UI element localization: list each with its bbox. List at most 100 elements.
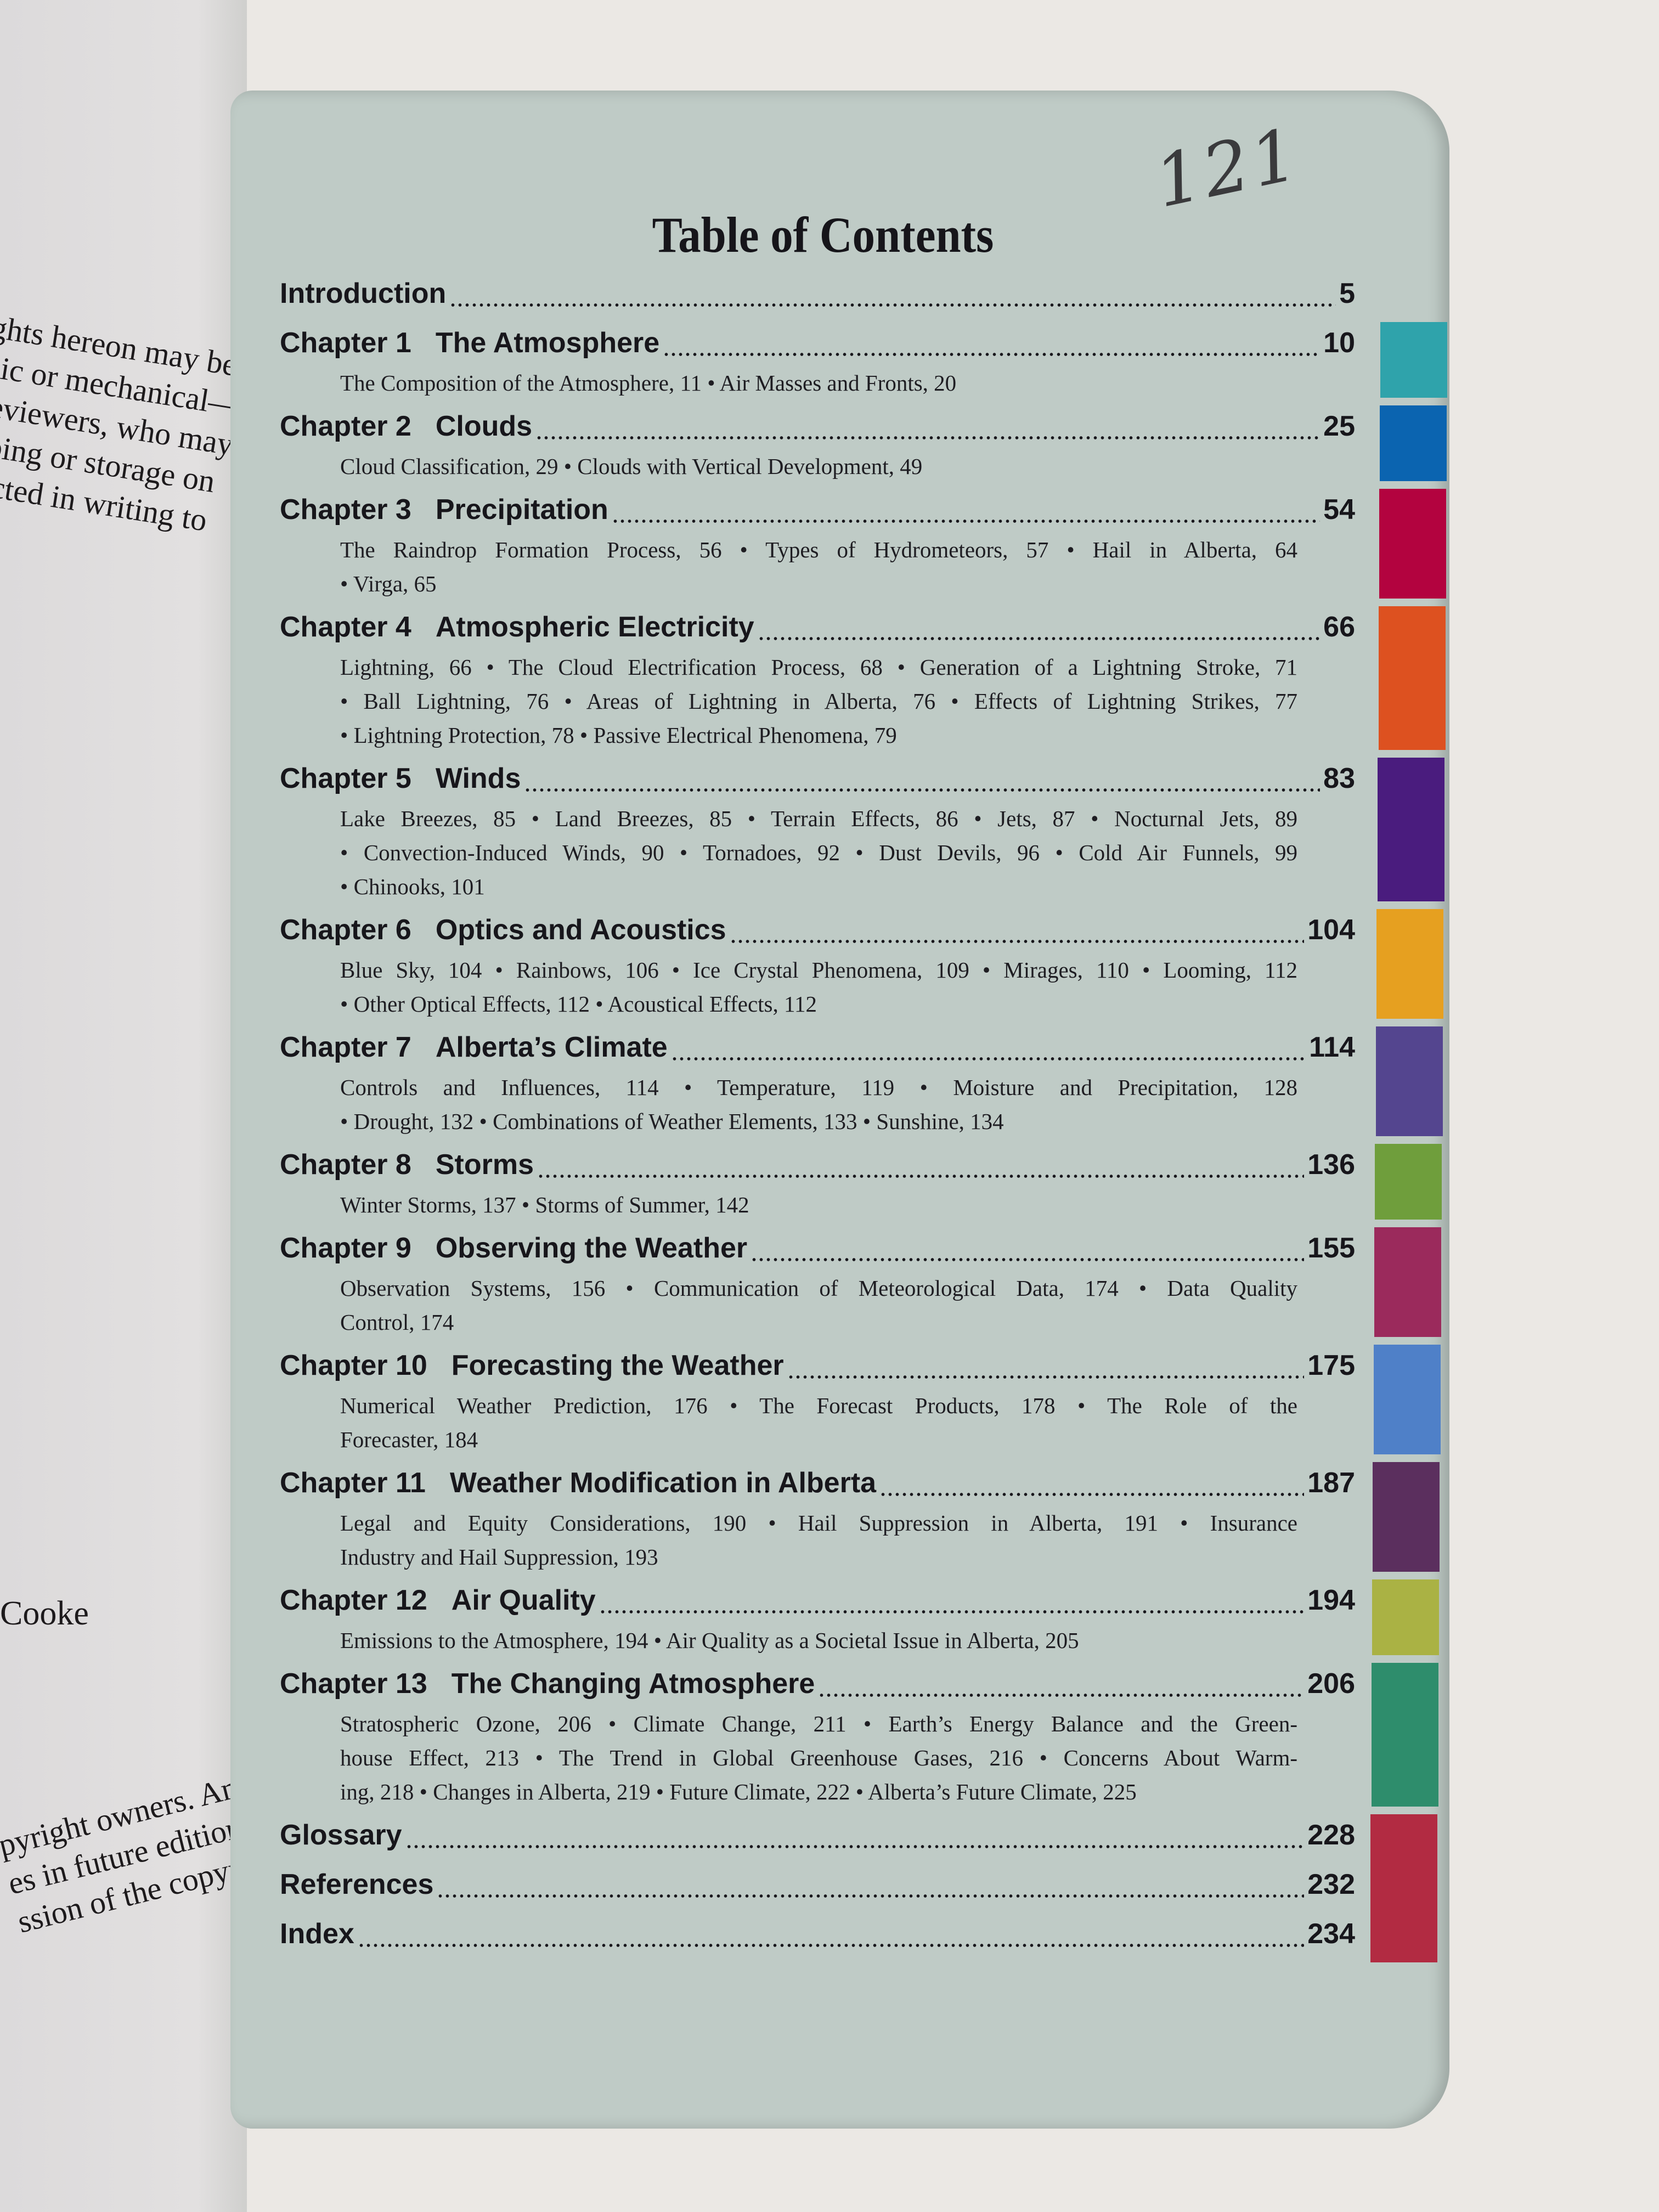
entry-title: References xyxy=(280,1869,434,1900)
section-list: Emissions to the Atmosphere, 194 • Air Q… xyxy=(280,1623,1297,1657)
chapter-number: Chapter 1 xyxy=(280,327,411,359)
entry-heading: Chapter 5 Winds 83 xyxy=(280,762,1355,802)
toc-entry[interactable]: Chapter 5 Winds 83 Lake Breezes, 85 • Land … xyxy=(280,762,1355,904)
entry-heading: References 232 xyxy=(280,1868,1355,1908)
entry-heading: Chapter 3 Precipitation 54 xyxy=(280,493,1355,533)
entry-heading: Glossary 228 xyxy=(280,1819,1355,1858)
toc-entry[interactable]: Chapter 2 Clouds 25 Cloud Classification, 2… xyxy=(280,410,1355,483)
chapter-tab xyxy=(1378,606,1446,750)
toc-entry[interactable]: Chapter 4 Atmospheric Electricity 66 Lightn… xyxy=(280,611,1355,752)
toc-entry[interactable]: Chapter 12 Air Quality 194 Emissions to the… xyxy=(280,1584,1355,1657)
section-line: The Composition of the Atmosphere, 11 • … xyxy=(340,370,957,396)
dot-leader xyxy=(818,1692,1305,1698)
dot-leader xyxy=(611,518,1321,524)
dot-leader xyxy=(663,352,1321,357)
chapter-tab xyxy=(1374,1227,1442,1337)
chapter-number: Chapter 5 xyxy=(280,763,411,794)
section-list: The Raindrop Formation Process, 56 • Typ… xyxy=(280,533,1297,601)
entry-heading: Chapter 2 Clouds 25 xyxy=(280,410,1355,449)
toc-entry[interactable]: Chapter 10 Forecasting the Weather 175 Nume… xyxy=(280,1349,1355,1457)
section-list: Cloud Classification, 29 • Clouds with V… xyxy=(280,449,1297,483)
toc-entry[interactable]: Chapter 1 The Atmosphere 10 The Composition… xyxy=(280,326,1355,400)
entry-title: The Changing Atmosphere xyxy=(451,1668,815,1700)
toc-entry[interactable]: References 232 xyxy=(280,1868,1355,1908)
section-line: The Raindrop Formation Process, 56 • Typ… xyxy=(340,537,1297,562)
section-list: Observation Systems, 156 • Communication… xyxy=(280,1271,1297,1339)
chapter-tab xyxy=(1376,909,1443,1019)
entry-title: Clouds xyxy=(435,410,533,442)
toc-entry[interactable]: Chapter 11 Weather Modification in Albert… xyxy=(280,1466,1355,1574)
section-list: Stratospheric Ozone, 206 • Climate Chang… xyxy=(280,1707,1297,1809)
toc-entry[interactable]: Chapter 13 The Changing Atmosphere 206 Stra… xyxy=(280,1667,1355,1809)
entry-heading: Chapter 4 Atmospheric Electricity 66 xyxy=(280,611,1355,650)
toc-entry[interactable]: Index 234 xyxy=(280,1917,1355,1957)
entry-title: The Atmosphere xyxy=(435,327,660,359)
page-number: 66 xyxy=(1323,611,1355,643)
chapter-number: Chapter 7 xyxy=(280,1031,411,1063)
page-number: 104 xyxy=(1307,914,1355,946)
entry-heading: Chapter 10 Forecasting the Weather 175 xyxy=(280,1349,1355,1389)
entry-heading: Chapter 13 The Changing Atmosphere 206 xyxy=(280,1667,1355,1707)
section-line: • Other Optical Effects, 112 • Acoustica… xyxy=(340,991,817,1017)
chapter-tab xyxy=(1380,322,1448,398)
toc-entry[interactable]: Glossary 228 xyxy=(280,1819,1355,1858)
author-name: Cooke xyxy=(0,1595,89,1632)
chapter-number: Chapter 10 xyxy=(280,1350,427,1381)
entry-heading: Chapter 9 Observing the Weather 155 xyxy=(280,1232,1355,1271)
section-list: Legal and Equity Considerations, 190 • H… xyxy=(280,1506,1297,1574)
entry-heading: Introduction 5 xyxy=(280,277,1355,317)
chapter-tab xyxy=(1375,1026,1443,1136)
toc-entry[interactable]: Chapter 3 Precipitation 54 The Raindrop For… xyxy=(280,493,1355,601)
dot-leader xyxy=(405,1844,1305,1849)
entry-title: Observing the Weather xyxy=(435,1232,748,1264)
section-line: • Chinooks, 101 xyxy=(340,874,485,899)
entry-heading: Chapter 6 Optics and Acoustics 104 xyxy=(280,913,1355,953)
dot-leader xyxy=(751,1257,1305,1262)
chapter-number: Chapter 4 xyxy=(280,611,411,643)
page-number: 136 xyxy=(1307,1149,1355,1181)
section-line: Stratospheric Ozone, 206 • Climate Chang… xyxy=(340,1711,1297,1736)
entry-heading: Chapter 7 Alberta’s Climate 114 xyxy=(280,1031,1355,1070)
dot-leader xyxy=(357,1943,1305,1948)
section-line: Legal and Equity Considerations, 190 • H… xyxy=(340,1510,1297,1536)
chapter-number: Chapter 3 xyxy=(280,494,411,526)
section-list: The Composition of the Atmosphere, 11 • … xyxy=(280,366,1297,400)
dot-leader xyxy=(524,787,1321,793)
toc-entry[interactable]: Chapter 8 Storms 136 Winter Storms, 137 • S… xyxy=(280,1148,1355,1222)
table-of-contents: Introduction 5 Chapter 1 The Atmosphere 10 Th… xyxy=(280,277,1355,1967)
chapter-number: Chapter 13 xyxy=(280,1668,427,1700)
dot-leader xyxy=(535,435,1321,441)
section-line: • Ball Lightning, 76 • Areas of Lightnin… xyxy=(340,689,1297,714)
section-list: Controls and Influences, 114 • Temperatu… xyxy=(280,1070,1297,1138)
dot-leader xyxy=(599,1609,1305,1615)
entry-title: Weather Modification in Alberta xyxy=(449,1467,877,1499)
dot-leader xyxy=(729,939,1305,944)
toc-page xyxy=(230,91,1449,2129)
section-line: ing, 218 • Changes in Alberta, 219 • Fut… xyxy=(340,1779,1137,1804)
page-number: 54 xyxy=(1323,494,1355,526)
entry-title: Precipitation xyxy=(435,494,608,526)
dot-leader xyxy=(537,1173,1305,1179)
section-line: Blue Sky, 104 • Rainbows, 106 • Ice Crys… xyxy=(340,957,1297,983)
chapter-tab xyxy=(1372,1579,1439,1655)
chapter-number: Chapter 8 xyxy=(280,1149,411,1181)
section-line: Forecaster, 184 xyxy=(340,1427,478,1452)
page-number: 114 xyxy=(1309,1031,1355,1063)
section-line: Numerical Weather Prediction, 176 • The … xyxy=(340,1393,1297,1418)
section-line: • Lightning Protection, 78 • Passive Ele… xyxy=(340,723,897,748)
chapter-number: Chapter 12 xyxy=(280,1584,427,1616)
entry-title: Air Quality xyxy=(451,1584,596,1616)
chapter-tab xyxy=(1379,489,1447,599)
toc-entry[interactable]: Chapter 9 Observing the Weather 155 Observa… xyxy=(280,1232,1355,1339)
dot-leader xyxy=(787,1374,1305,1380)
toc-entry[interactable]: Introduction 5 xyxy=(280,277,1355,317)
facing-page: ghts hereon may be nic or mechanical— revi… xyxy=(0,0,291,2212)
entry-title: Atmospheric Electricity xyxy=(435,611,754,643)
toc-entry[interactable]: Chapter 7 Alberta’s Climate 114 Controls an… xyxy=(280,1031,1355,1138)
page-number: 194 xyxy=(1307,1584,1355,1616)
toc-entry[interactable]: Chapter 6 Optics and Acoustics 104 Blue Sky… xyxy=(280,913,1355,1021)
section-line: Cloud Classification, 29 • Clouds with V… xyxy=(340,454,923,479)
chapter-tab xyxy=(1371,1663,1438,1807)
page-number: 155 xyxy=(1307,1232,1355,1264)
entry-heading: Chapter 12 Air Quality 194 xyxy=(280,1584,1355,1623)
